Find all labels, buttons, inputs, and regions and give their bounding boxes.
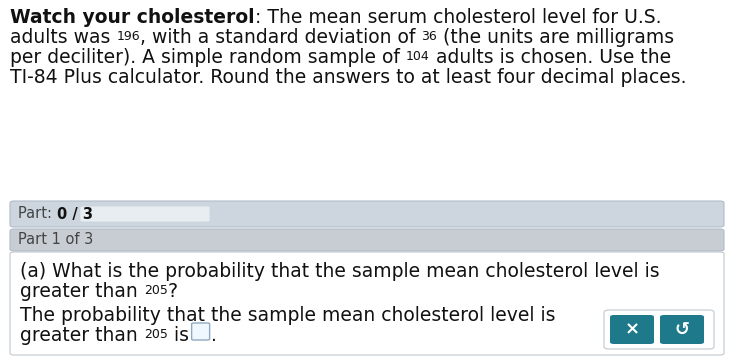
- Text: ↺: ↺: [675, 321, 689, 339]
- Text: The probability that the sample mean cholesterol level is: The probability that the sample mean cho…: [20, 306, 556, 325]
- Text: 0 / 3: 0 / 3: [57, 206, 92, 222]
- Text: ?: ?: [167, 282, 178, 301]
- Text: : The mean serum cholesterol level for U.S.: : The mean serum cholesterol level for U…: [255, 8, 661, 27]
- Text: ×: ×: [625, 321, 639, 339]
- Text: (a) What is the probability that the sample mean cholesterol level is: (a) What is the probability that the sam…: [20, 262, 660, 281]
- Text: , with a standard deviation of: , with a standard deviation of: [140, 28, 421, 47]
- Text: greater than: greater than: [20, 282, 144, 301]
- Text: 104: 104: [406, 50, 429, 63]
- Text: Watch your cholesterol: Watch your cholesterol: [10, 8, 255, 27]
- Text: 196: 196: [117, 30, 140, 43]
- Text: 205: 205: [144, 284, 167, 297]
- Text: (the units are milligrams: (the units are milligrams: [437, 28, 675, 47]
- Text: 205: 205: [144, 328, 167, 341]
- Text: is: is: [167, 326, 189, 345]
- Text: .: .: [211, 326, 217, 345]
- Text: Part 1 of 3: Part 1 of 3: [18, 233, 93, 247]
- Text: Part:: Part:: [18, 206, 57, 222]
- Text: 36: 36: [421, 30, 437, 43]
- Text: TI-84 Plus calculator. Round the answers to at least four decimal places.: TI-84 Plus calculator. Round the answers…: [10, 68, 686, 87]
- Text: greater than: greater than: [20, 326, 144, 345]
- Text: per deciliter). A simple random sample of: per deciliter). A simple random sample o…: [10, 48, 406, 67]
- Text: adults is chosen. Use the: adults is chosen. Use the: [429, 48, 671, 67]
- Text: adults was: adults was: [10, 28, 117, 47]
